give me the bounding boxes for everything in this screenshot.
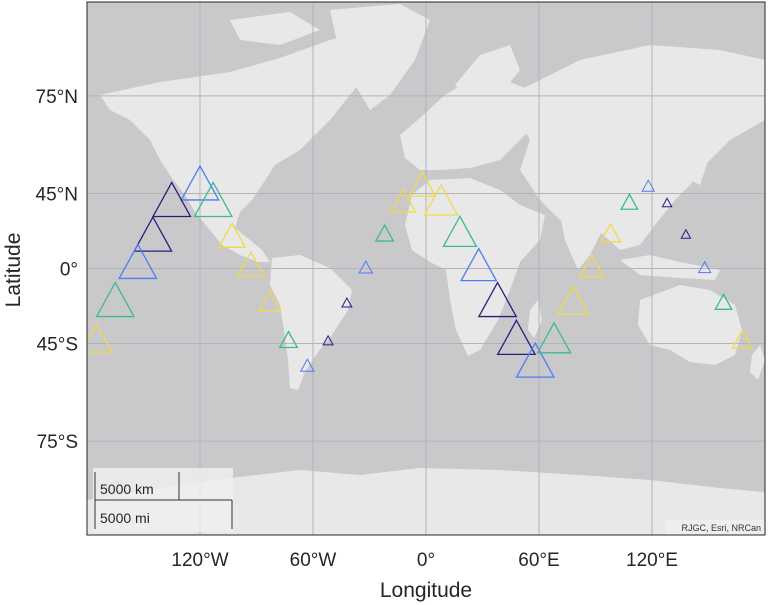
- scale-bar: 5000 km 5000 mi: [93, 468, 233, 532]
- greenland: [330, 4, 430, 110]
- lat-tick-label: 75°S: [37, 432, 78, 453]
- triangle-marker: [661, 197, 673, 208]
- indonesia: [620, 255, 720, 280]
- europe: [400, 78, 540, 170]
- triangle-marker: [697, 260, 712, 274]
- lat-tick-label: 45°N: [36, 184, 78, 205]
- triangle-marker: [299, 358, 315, 372]
- triangle-marker: [278, 330, 299, 349]
- triangle-marker: [151, 181, 192, 218]
- axes-frame: [86, 1, 766, 536]
- lon-tick-label: 60°W: [290, 550, 337, 571]
- triangle-marker: [680, 228, 692, 239]
- triangle-marker: [358, 260, 374, 274]
- basemap-attribution: RJGC, Esri, NRCan: [681, 523, 761, 533]
- lat-tick-label: 45°S: [37, 335, 78, 356]
- new-zealand: [750, 345, 765, 380]
- triangle-marker: [442, 215, 478, 248]
- triangle-marker: [236, 250, 266, 277]
- lon-tick-label: 120°W: [171, 550, 228, 571]
- tick-labels: 75°N 45°N 0° 45°S 75°S 120°W 60°W 0° 60°E 120°E: [36, 87, 678, 571]
- australia: [638, 285, 742, 365]
- triangle-marker: [515, 341, 556, 378]
- scale-bar-km-label: 5000 km: [100, 481, 154, 497]
- triangle-marker: [257, 289, 282, 312]
- triangle-marker: [133, 215, 173, 252]
- lat-tick-label: 75°N: [36, 87, 78, 108]
- scandinavia: [455, 45, 520, 100]
- triangle-marker: [118, 243, 158, 280]
- triangle-marker: [599, 222, 622, 243]
- triangle-marker: [641, 179, 656, 192]
- attribution-background: [665, 520, 765, 535]
- scale-bar-mi-label: 5000 mi: [100, 510, 150, 526]
- lon-tick-label: 60°E: [518, 550, 559, 571]
- lon-tick-label: 0°: [417, 550, 435, 571]
- triangle-marker: [536, 321, 572, 354]
- triangle-marker: [620, 192, 639, 210]
- triangle-marker: [460, 247, 498, 282]
- south-america: [270, 255, 352, 390]
- triangle-marker: [556, 284, 590, 315]
- triangle-marker: [423, 183, 459, 216]
- triangle-marker: [374, 223, 395, 242]
- triangle-marker: [87, 322, 113, 353]
- triangle-marker: [496, 319, 537, 355]
- x-axis-label: Longitude: [380, 579, 472, 602]
- triangle-marker: [341, 297, 353, 308]
- lon-tick-label: 120°E: [626, 550, 678, 571]
- triangle-marker: [217, 221, 247, 248]
- triangle-marker: [578, 253, 605, 278]
- triangle-marker: [180, 164, 220, 201]
- japan: [688, 140, 710, 185]
- triangle-marker: [193, 181, 233, 218]
- triangle-marker: [731, 328, 754, 349]
- north-america: [100, 30, 400, 262]
- marker-layer: [87, 164, 754, 378]
- triangle-marker: [322, 334, 334, 346]
- triangle-marker: [477, 281, 518, 318]
- arctic-islands: [230, 12, 320, 45]
- india: [560, 210, 605, 270]
- graticule: [87, 2, 765, 535]
- triangle-marker: [95, 281, 136, 318]
- lat-tick-label: 0°: [60, 260, 78, 281]
- triangle-marker: [714, 292, 733, 310]
- africa: [405, 178, 545, 356]
- y-axis-label: Latitude: [2, 233, 25, 308]
- triangle-marker: [390, 188, 417, 213]
- triangle-marker: [407, 170, 437, 197]
